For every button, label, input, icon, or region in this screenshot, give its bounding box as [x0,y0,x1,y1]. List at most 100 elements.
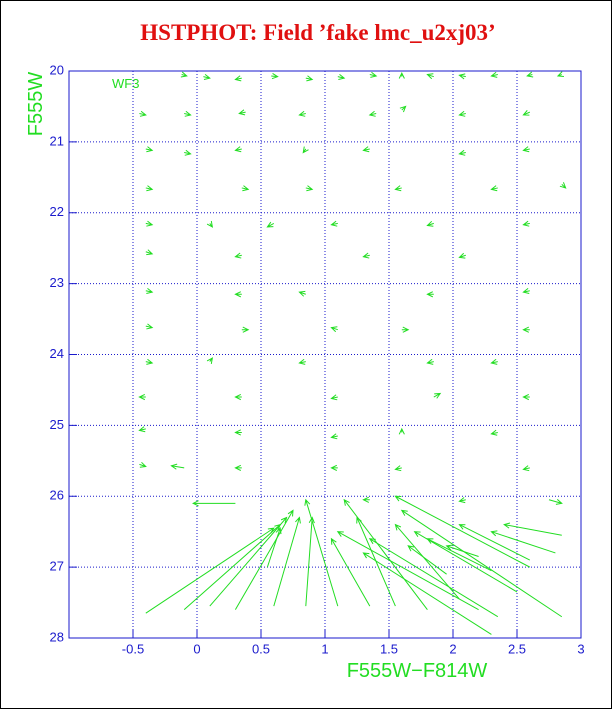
arrow [522,110,531,116]
arrow [398,427,405,435]
x-tick-label: 2.5 [508,641,526,656]
arrow [145,358,154,365]
arrow [458,252,466,259]
arrow [192,500,236,507]
arrow [490,358,498,365]
arrow [394,185,402,192]
arrow [426,220,434,227]
arrow [458,524,531,561]
arrow [330,394,338,401]
arrow [458,149,466,156]
y-tick-label: 28 [50,629,64,644]
arrow [490,185,498,192]
arrow [362,146,370,153]
arrow [433,392,442,399]
arrow [522,393,530,401]
y-tick-label: 24 [50,346,64,361]
arrow [184,110,192,117]
arrow [234,509,294,610]
x-tick-label: 1.5 [380,641,398,656]
y-tick-label: 26 [50,488,64,503]
arrow [426,73,434,80]
arrow [170,463,185,470]
arrow [368,110,377,117]
arrow [458,110,466,117]
y-tick-label: 25 [50,417,64,432]
y-tick-label: 20 [50,62,64,77]
arrow [305,185,314,192]
arrow [206,220,214,228]
arrow [145,249,154,256]
arrow [394,465,402,472]
y-tick-label: 23 [50,275,64,290]
arrow [330,433,338,440]
arrow [458,497,466,504]
arrow [145,185,154,192]
arrow [526,71,534,78]
arrow [330,537,371,607]
arrow [394,495,531,568]
x-axis-label: F555W−F814W [347,660,488,682]
arrow [362,552,492,635]
arrow [298,110,306,117]
arrow [241,326,250,333]
arrow [559,182,567,189]
arrow [180,71,188,78]
arrow [234,393,242,401]
arrow [234,464,242,471]
arrow [298,290,306,297]
arrow [548,499,563,505]
arrow [503,522,562,536]
arrow [369,71,378,78]
arrow [145,220,154,227]
arrow [330,464,338,471]
arrow [238,109,246,116]
arrow [522,465,530,472]
arrow [266,221,275,228]
arrow [273,516,301,607]
x-tick-label: 1 [321,641,328,656]
y-tick-label: 21 [50,133,64,148]
arrow [305,516,315,607]
x-tick-label: 0 [193,641,200,656]
plot-frame [68,70,582,639]
arrow [490,429,498,436]
arrow [330,220,338,227]
arrow [336,531,479,611]
arrow [556,71,564,78]
arrow [271,73,279,80]
arrow [145,146,154,153]
arrow [413,531,518,593]
x-tick-label: 2 [449,641,456,656]
x-tick-label: 3 [577,641,584,656]
arrow [522,220,530,227]
arrow [139,110,147,117]
arrow [356,516,396,607]
arrow [490,71,498,78]
arrow [400,509,563,618]
arrow [209,516,288,607]
arrow [522,288,530,294]
arrow [394,523,460,600]
arrow [401,326,410,333]
arrow [398,71,405,79]
y-tick-label: 22 [50,204,64,219]
arrow [184,149,192,156]
arrow [362,252,370,259]
arrow [234,252,242,259]
y-tick-label: 27 [50,559,64,574]
arrow [138,393,146,401]
chart-title: HSTPHOT: Field ’fake lmc_u2xj03’ [140,20,495,45]
arrow [139,461,147,468]
arrow [399,105,407,113]
arrow [337,73,346,80]
arrow [302,146,309,154]
arrow [362,496,370,503]
arrow [234,146,242,153]
arrow [234,291,242,298]
arrow [426,538,492,572]
arrow [407,545,447,575]
arrow [426,291,434,298]
arrow [458,73,466,80]
